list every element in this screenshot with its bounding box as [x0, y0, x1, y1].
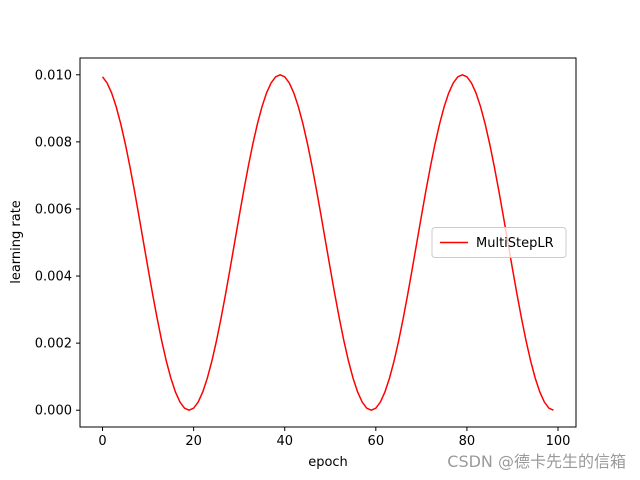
x-tick-label: 40: [276, 434, 293, 449]
y-tick-label: 0.008: [35, 135, 72, 150]
x-tick-label: 20: [185, 434, 202, 449]
y-tick-label: 0.010: [35, 68, 72, 83]
plot-frame: [79, 57, 577, 428]
x-tick-label: 0: [98, 434, 106, 449]
y-tick-label: 0.006: [35, 202, 72, 217]
x-tick-label: 60: [368, 434, 385, 449]
legend-box: [431, 227, 567, 258]
y-tick-label: 0.004: [35, 270, 72, 285]
x-tick-label: 100: [546, 434, 571, 449]
x-tick-label: 80: [459, 434, 476, 449]
watermark: CSDN @德卡先生的信箱: [447, 452, 626, 471]
y-axis-label: learning rate: [9, 200, 24, 284]
y-tick-label: 0.002: [35, 337, 72, 352]
legend-label: MultiStepLR: [476, 236, 554, 251]
x-axis-label: epoch: [308, 455, 348, 470]
line: [101, 73, 554, 412]
y-tick-label: 0.000: [35, 404, 72, 419]
